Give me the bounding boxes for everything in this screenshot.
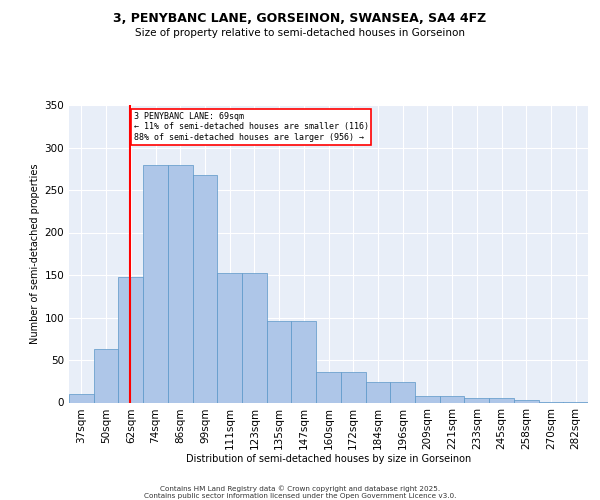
Y-axis label: Number of semi-detached properties: Number of semi-detached properties — [30, 164, 40, 344]
Bar — [440, 396, 464, 402]
Bar — [464, 398, 489, 402]
Bar — [365, 382, 390, 402]
Bar — [143, 166, 168, 402]
Bar — [242, 274, 267, 402]
Bar — [193, 174, 217, 402]
Text: 3, PENYBANC LANE, GORSEINON, SWANSEA, SA4 4FZ: 3, PENYBANC LANE, GORSEINON, SWANSEA, SA… — [113, 12, 487, 26]
Bar — [292, 321, 316, 402]
Bar — [168, 166, 193, 402]
Bar — [69, 394, 94, 402]
Bar — [390, 382, 415, 402]
Text: Contains HM Land Registry data © Crown copyright and database right 2025.
Contai: Contains HM Land Registry data © Crown c… — [144, 486, 456, 499]
X-axis label: Distribution of semi-detached houses by size in Gorseinon: Distribution of semi-detached houses by … — [186, 454, 471, 464]
Bar — [267, 321, 292, 402]
Bar — [489, 398, 514, 402]
Bar — [94, 349, 118, 403]
Bar — [118, 276, 143, 402]
Text: 3 PENYBANC LANE: 69sqm
← 11% of semi-detached houses are smaller (116)
88% of se: 3 PENYBANC LANE: 69sqm ← 11% of semi-det… — [134, 112, 368, 142]
Bar — [415, 396, 440, 402]
Text: Size of property relative to semi-detached houses in Gorseinon: Size of property relative to semi-detach… — [135, 28, 465, 38]
Bar — [514, 400, 539, 402]
Bar — [341, 372, 365, 402]
Bar — [217, 274, 242, 402]
Bar — [316, 372, 341, 402]
